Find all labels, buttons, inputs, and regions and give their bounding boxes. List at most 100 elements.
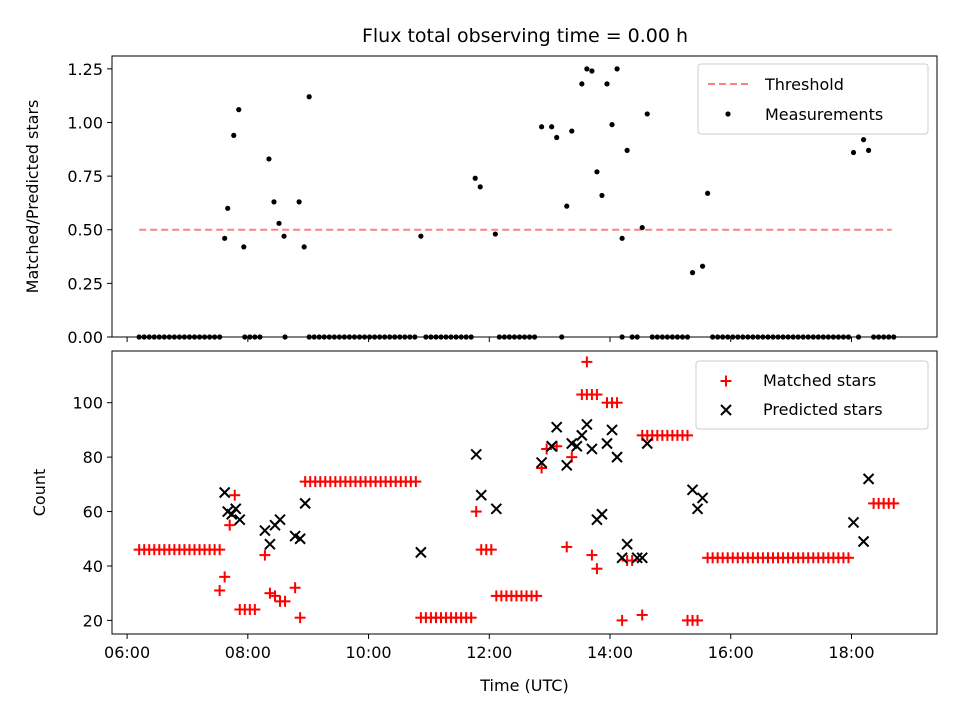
matched-star-point [279, 595, 291, 607]
x-tick-label: 06:00 [104, 643, 150, 662]
top-legend: Threshold Measurements [697, 63, 929, 135]
measurement-point [539, 124, 545, 130]
measurement-point [604, 81, 610, 87]
matched-star-point [586, 549, 598, 561]
matched-star-point [249, 604, 261, 616]
matched-star-point [229, 489, 241, 501]
measurement-point [241, 244, 247, 250]
measurement-point [579, 81, 585, 87]
predicted-star-point [616, 552, 628, 564]
predicted-star-point [601, 437, 613, 450]
measurement-point [492, 231, 498, 237]
predicted-star-point [234, 514, 246, 526]
legend-box [695, 360, 929, 430]
predicted-star-point [299, 497, 311, 510]
predicted-star-point [550, 421, 563, 433]
legend-predicted-swatch [720, 404, 732, 416]
matched-star-point [536, 462, 548, 474]
predicted-star-point [230, 503, 242, 515]
y-tick-label: 0.25 [67, 274, 103, 293]
measurement-point [705, 190, 711, 196]
predicted-star-point [606, 424, 618, 436]
matched-star-point [616, 614, 628, 626]
matched-star-point [465, 612, 477, 624]
top-chart-title: Flux total observing time = 0.00 h [362, 25, 688, 47]
predicted-star-point [259, 524, 271, 537]
measurement-point [860, 137, 867, 143]
y-tick-label: 0.75 [67, 167, 103, 186]
predicted-star-point [862, 473, 875, 485]
predicted-star-point [561, 459, 573, 471]
predicted-star-point [631, 552, 643, 564]
measurement-point [639, 225, 645, 231]
measurement-point [306, 94, 312, 100]
matched-star-point [219, 571, 231, 583]
predicted-star-point [621, 538, 633, 550]
x-tick-label: 10:00 [346, 643, 392, 662]
bottom-legend: Matched stars Predicted stars [695, 360, 929, 430]
predicted-star-point [586, 443, 598, 455]
measurement-point [296, 199, 302, 205]
x-tick-label: 12:00 [466, 643, 512, 662]
predicted-star-point [596, 508, 608, 520]
y-tick-label: 100 [72, 394, 103, 413]
predicted-star-point [636, 552, 648, 564]
measurement-point [236, 107, 242, 113]
predicted-star-point [847, 516, 860, 529]
measurement-point [549, 124, 555, 130]
predicted-star-point [218, 486, 231, 499]
measurement-point [624, 147, 630, 153]
measurement-point [281, 233, 287, 239]
matched-star-point [561, 541, 573, 553]
x-tick-label: 16:00 [708, 643, 754, 662]
matched-star-point [581, 356, 593, 368]
measurement-point [584, 66, 590, 72]
matched-star-point [485, 544, 497, 556]
matched-star-point [410, 476, 422, 488]
predicted-star-point [611, 451, 623, 463]
predicted-star-point [696, 492, 709, 504]
bottom-y-axis-label: Count [30, 469, 49, 517]
y-tick-label: 40 [83, 557, 103, 576]
predicted-star-point [274, 514, 286, 526]
matched-star-point [842, 552, 854, 564]
matched-star-point [259, 549, 271, 561]
matched-star-point [294, 612, 306, 624]
measurement-point [554, 134, 560, 141]
legend-measurements-swatch [725, 111, 731, 117]
matched-star-point [470, 506, 482, 518]
measurement-point [472, 175, 478, 181]
legend-threshold-label: Threshold [764, 75, 844, 94]
measurement-point [609, 122, 615, 128]
predicted-star-point [576, 429, 588, 442]
bottom-plot-frame [111, 350, 938, 635]
x-axis-label: Time (UTC) [479, 676, 568, 695]
matched-star-point [224, 519, 236, 531]
matched-star-point [264, 587, 276, 599]
measurement-point [276, 220, 282, 226]
matched-star-point [214, 584, 226, 596]
y-tick-label: 1.25 [67, 60, 103, 79]
matched-star-point [888, 497, 900, 509]
legend-matched-label: Matched stars [763, 371, 876, 390]
matched-star-point [636, 609, 648, 621]
measurement-point [865, 147, 872, 153]
measurement-point [418, 233, 424, 239]
y-tick-label: 60 [83, 503, 103, 522]
top-plot-frame [111, 55, 938, 338]
measurement-point [644, 111, 650, 117]
y-tick-label: 0.50 [67, 221, 103, 240]
y-tick-label: 20 [83, 611, 103, 630]
legend-matched-swatch [720, 375, 732, 387]
legend-predicted-label: Predicted stars [763, 400, 883, 419]
matched-star-point [576, 389, 588, 401]
measurement-point [569, 128, 575, 134]
predicted-star-point [490, 503, 503, 515]
measurement-point [225, 205, 231, 211]
measurement-point [699, 263, 706, 269]
measurement-point [589, 68, 595, 74]
x-tick-label: 08:00 [225, 643, 271, 662]
predicted-star-point [470, 448, 482, 461]
y-tick-label: 80 [83, 448, 103, 467]
predicted-star-point [686, 484, 699, 496]
